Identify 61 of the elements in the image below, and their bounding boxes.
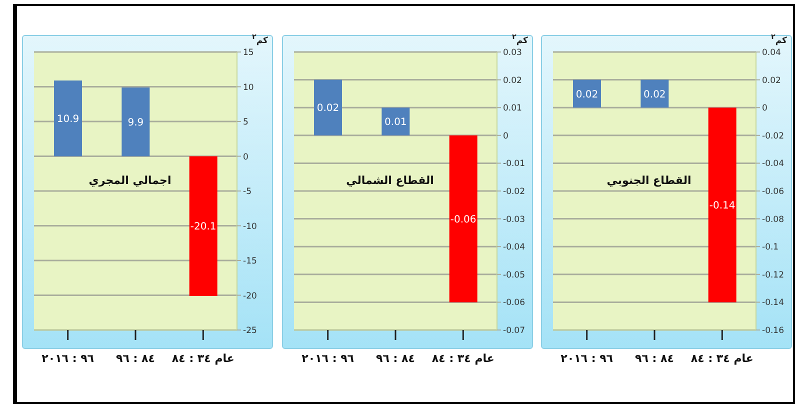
x-tick-label: عام ٣٤ : ٨٤ (432, 352, 494, 365)
y-tick-label: -0.02 (762, 131, 784, 142)
y-tick-label: -0.12 (762, 270, 784, 280)
y-tick-label: 0 (762, 104, 768, 114)
y-axis-title: كم$^{٢}$ (771, 32, 787, 46)
data-label: -20.1 (190, 222, 216, 233)
data-label: 9.9 (128, 117, 144, 128)
y-axis-title: كم$^{٢}$ (252, 32, 268, 46)
x-tick-label: ٩٦ : ٢٠١٦ (302, 352, 354, 365)
bar (314, 80, 342, 136)
data-label: 0.01 (384, 117, 407, 128)
data-label: -0.14 (709, 200, 736, 212)
y-tick-label: -0.08 (762, 214, 784, 225)
y-tick-label: -0.04 (503, 242, 525, 253)
y-tick-label: -0.03 (503, 214, 525, 225)
y-tick-label: 0.04 (762, 48, 781, 58)
text: القطاع الشمالي (346, 174, 434, 188)
y-tick-label: -10 (243, 222, 257, 232)
y-tick-label: 15 (243, 48, 254, 58)
y-tick-label: 0.01 (503, 104, 522, 114)
y-tick-label: 0.02 (762, 76, 781, 86)
y-tick-label: -20 (243, 291, 257, 302)
data-label: 10.9 (56, 114, 80, 125)
text: القطاع الجنوبي (606, 174, 692, 188)
y-tick-label: -0.04 (762, 159, 784, 170)
y-tick-label: -15 (243, 256, 257, 267)
y-tick-label: 0.03 (503, 48, 522, 58)
y-tick-label: -0.06 (503, 298, 525, 308)
y-tick-label: 5 (243, 118, 248, 128)
bar (122, 87, 150, 156)
y-tick-label: -0.14 (762, 298, 784, 308)
y-axis-title: كم$^{٢}$ (512, 32, 528, 46)
y-tick-label: 0 (503, 131, 508, 142)
y-tick-label: -0.05 (503, 270, 525, 280)
y-tick-label: -5 (243, 187, 252, 198)
bar (54, 80, 82, 156)
data-label: 0.02 (644, 89, 666, 100)
x-tick-label: عام ٣٤ : ٨٤ (172, 352, 234, 365)
x-tick-label: ٩٦ : ٢٠١٦ (560, 352, 614, 365)
data-label: -0.06 (450, 214, 476, 226)
x-tick-label: عام ٣٤ : ٨٤ (690, 352, 754, 365)
y-tick-label: -0.1 (762, 242, 779, 253)
data-label: 0.02 (316, 103, 340, 114)
bar (382, 108, 410, 136)
y-tick-label: 0 (243, 152, 248, 162)
x-tick-label: ٩٦ : ٢٠١٦ (42, 352, 94, 365)
y-tick-label: -0.02 (503, 187, 525, 198)
y-tick-label: -0.01 (503, 159, 525, 170)
bar (449, 135, 478, 302)
x-tick-label: ٨٤ : ٩٦ (635, 352, 674, 365)
text: اجمالي المجري (88, 174, 172, 188)
x-tick-label: ٨٤ : ٩٦ (116, 352, 155, 365)
data-label: 0.02 (576, 89, 598, 100)
y-tick-label: 10 (243, 82, 254, 93)
y-tick-label: -0.16 (762, 326, 784, 336)
y-tick-label: 0.02 (503, 76, 522, 86)
y-tick-label: -0.07 (503, 326, 525, 336)
y-tick-label: -0.06 (762, 187, 784, 198)
bar (189, 156, 218, 296)
y-tick-label: -25 (243, 326, 257, 336)
x-tick-label: ٨٤ : ٩٦ (376, 352, 415, 365)
